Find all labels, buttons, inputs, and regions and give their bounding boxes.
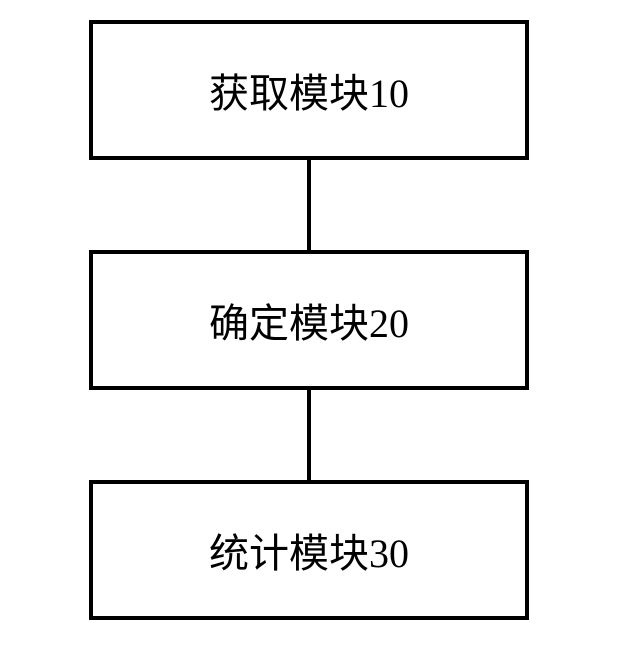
flowchart-diagram: 获取模块10 确定模块20 统计模块30 [89,20,529,620]
node-box-3: 统计模块30 [89,480,529,620]
node-label-3: 统计模块30 [209,521,409,579]
connector-2-3 [307,390,311,480]
connector-1-2 [307,160,311,250]
node-label-2: 确定模块20 [209,291,409,349]
node-box-1: 获取模块10 [89,20,529,160]
node-box-2: 确定模块20 [89,250,529,390]
node-label-1: 获取模块10 [209,61,409,119]
